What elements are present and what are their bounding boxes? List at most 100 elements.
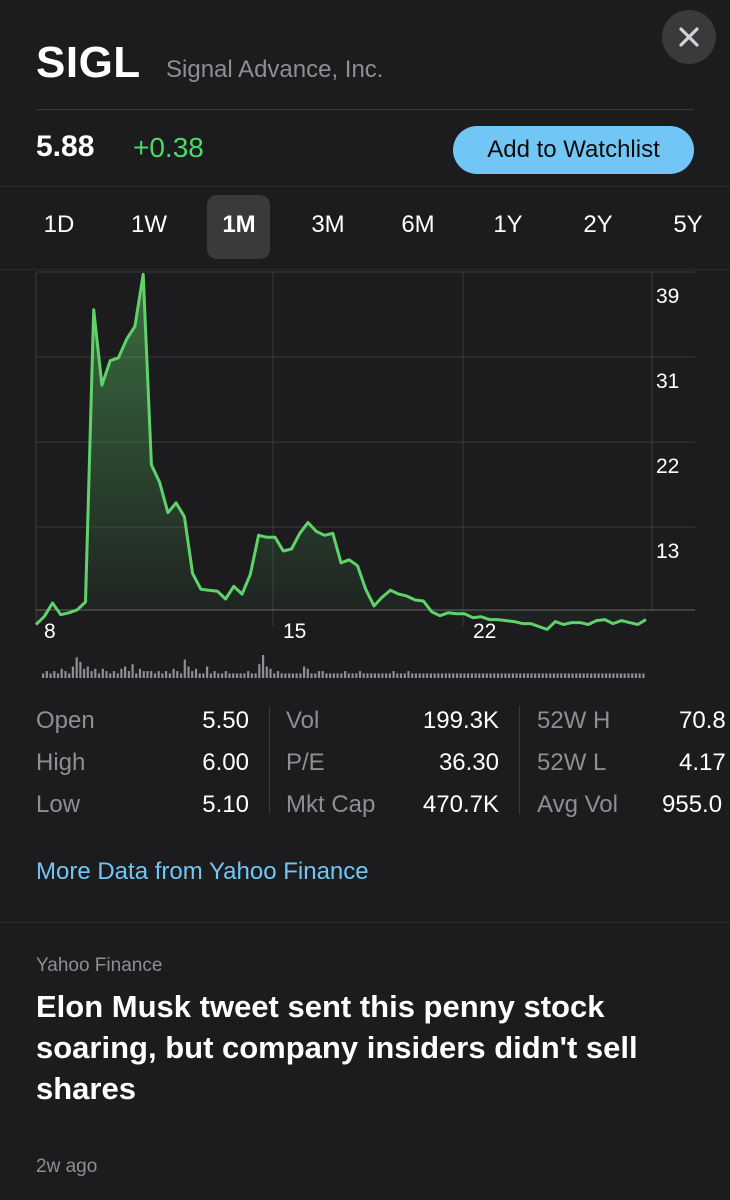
- stat-value: 199.3K: [422, 707, 499, 734]
- price-change: +0.38: [133, 132, 204, 163]
- volume-bar: [68, 673, 71, 678]
- ticker-symbol: SIGL: [36, 38, 141, 87]
- stat-value: 5.10: [202, 791, 249, 818]
- tab-3m[interactable]: 3M: [311, 211, 345, 238]
- volume-bar: [228, 673, 231, 678]
- volume-bar: [336, 673, 339, 678]
- volume-bar: [101, 668, 104, 678]
- volume-bar: [500, 673, 503, 678]
- volume-bar: [325, 673, 328, 678]
- stat-value: 36.30: [438, 749, 499, 776]
- volume-bar: [593, 673, 596, 678]
- volume-bar: [124, 666, 127, 678]
- volume-bar: [582, 673, 585, 678]
- volume-bar: [340, 673, 343, 678]
- stat-label: Low: [36, 791, 81, 818]
- volume-bar: [247, 671, 250, 678]
- volume-bar: [165, 671, 168, 678]
- header-divider: [36, 109, 694, 110]
- volume-bar: [269, 668, 272, 678]
- volume-bar: [496, 673, 500, 678]
- y-tick-label: 13: [656, 540, 679, 563]
- volume-bar: [265, 666, 268, 678]
- volume-bar: [221, 673, 224, 678]
- volume-bar: [299, 673, 302, 678]
- volume-bar: [191, 671, 194, 678]
- volume-bar: [534, 673, 537, 678]
- tab-1y[interactable]: 1Y: [493, 211, 523, 238]
- volume-bar: [381, 673, 384, 678]
- volume-bar: [206, 666, 209, 678]
- volume-bar: [288, 673, 291, 678]
- volume-bar: [258, 664, 261, 678]
- x-tick-label: 15: [283, 620, 306, 643]
- volume-bar: [75, 657, 78, 678]
- volume-bar: [232, 673, 235, 678]
- volume-bar: [414, 673, 417, 678]
- volume-bar: [142, 671, 145, 678]
- stat-label: P/E: [286, 749, 325, 776]
- volume-bar: [616, 673, 619, 678]
- volume-bar: [213, 671, 216, 678]
- volume-bar: [448, 673, 451, 678]
- volume-bar: [243, 673, 246, 678]
- volume-bar: [71, 666, 74, 678]
- news-headline[interactable]: Elon Musk tweet sent this penny stock so…: [36, 989, 638, 1106]
- volume-bar: [344, 671, 347, 678]
- stat-label: High: [36, 749, 86, 776]
- volume-bar: [508, 673, 511, 678]
- add-to-watchlist-button[interactable]: Add to Watchlist: [453, 126, 694, 174]
- close-icon: [679, 27, 699, 47]
- volume-bar: [519, 673, 522, 678]
- volume-bar: [634, 673, 637, 678]
- volume-bar: [314, 673, 317, 678]
- volume-bar: [631, 673, 634, 678]
- tab-5y[interactable]: 5Y: [673, 211, 703, 238]
- volume-bar: [426, 673, 429, 678]
- volume-bar: [474, 673, 477, 678]
- x-tick-label: 8: [44, 620, 56, 643]
- volume-bar: [79, 661, 82, 678]
- more-data-link[interactable]: More Data from Yahoo Finance: [36, 858, 369, 885]
- volume-bar: [135, 673, 138, 678]
- volume-bar: [310, 673, 313, 678]
- volume-bar: [403, 673, 406, 678]
- news-source: Yahoo Finance: [36, 955, 163, 976]
- volume-bar: [109, 673, 112, 678]
- volume-bar: [187, 666, 190, 678]
- volume-bar: [526, 673, 529, 678]
- stat-value: 70.8: [679, 707, 726, 734]
- volume-bar: [597, 673, 600, 678]
- volume-bar: [493, 673, 496, 678]
- tab-1w[interactable]: 1W: [131, 211, 167, 238]
- volume-bar: [157, 671, 160, 678]
- volume-bar: [198, 673, 201, 678]
- range-tabs: 1D 1W 1M 3M 6M 1Y 2Y 5Y: [0, 186, 730, 270]
- volume-bar: [444, 673, 447, 678]
- volume-bar: [571, 673, 574, 678]
- volume-bar: [291, 673, 294, 678]
- tab-6m[interactable]: 6M: [401, 211, 435, 238]
- volume-bar: [482, 673, 485, 678]
- volume-bar: [217, 673, 220, 678]
- volume-bar: [467, 673, 470, 678]
- tab-1d[interactable]: 1D: [43, 211, 75, 238]
- volume-bar: [642, 673, 645, 678]
- stats-divider: [269, 706, 270, 814]
- stat-label: Open: [36, 707, 95, 734]
- volume-bar: [202, 673, 205, 678]
- price-chart: 39 31 22 13 8 15 22: [34, 271, 695, 678]
- tab-1m[interactable]: 1M: [222, 211, 256, 238]
- tab-2y[interactable]: 2Y: [583, 211, 613, 238]
- y-tick-label: 31: [656, 370, 679, 393]
- volume-bar: [56, 673, 60, 678]
- volume-bar: [470, 673, 473, 678]
- volume-bar: [262, 655, 265, 678]
- volume-bar: [64, 671, 67, 678]
- volume-bar: [332, 673, 335, 678]
- x-tick-label: 22: [473, 620, 496, 643]
- volume-bar: [194, 668, 198, 678]
- stats-divider: [519, 706, 520, 814]
- volume-bar: [619, 673, 623, 678]
- close-button[interactable]: [662, 10, 716, 64]
